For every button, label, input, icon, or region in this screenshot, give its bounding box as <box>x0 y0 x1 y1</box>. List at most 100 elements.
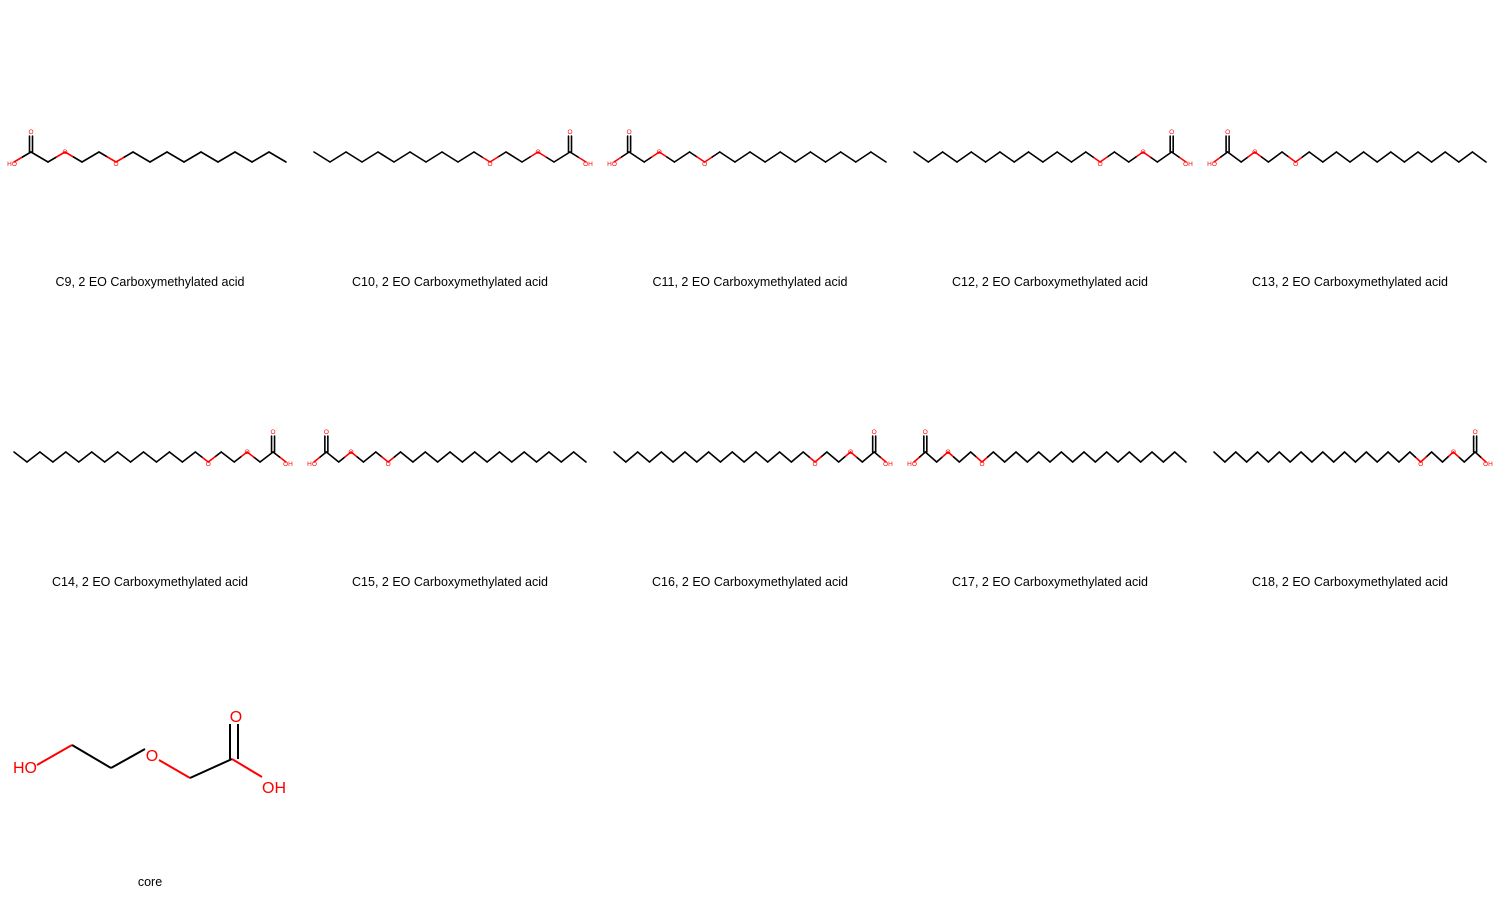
bond <box>648 451 663 463</box>
bond <box>1430 151 1446 163</box>
bond <box>1425 451 1433 458</box>
bond <box>548 451 563 463</box>
ether-oxygen-label: O <box>386 461 391 468</box>
bond <box>194 451 203 458</box>
bond <box>1256 451 1270 463</box>
ether-oxygen-label: O <box>146 748 158 765</box>
bond <box>814 456 822 463</box>
bond <box>731 451 745 463</box>
bond <box>350 451 359 458</box>
ether-oxygen-label: O <box>487 161 492 168</box>
bond <box>189 758 233 779</box>
bond <box>461 451 476 463</box>
molecule-cell-c12: O OH O O C12, 2 EO Carboxymethylated acid <box>900 0 1200 300</box>
bond <box>505 151 523 163</box>
bond <box>658 151 668 158</box>
bond <box>535 451 550 463</box>
bond <box>854 151 872 163</box>
molecule-label: C17, 2 EO Carboxymethylated acid <box>952 575 1148 589</box>
ether-oxygen-label: O <box>848 449 853 456</box>
bond <box>1060 451 1074 463</box>
bond <box>473 151 483 158</box>
molecule-label: C15, 2 EO Carboxymethylated acid <box>352 575 548 589</box>
bond <box>231 758 263 778</box>
bond <box>399 451 414 463</box>
ether-oxygen-label: O <box>945 449 950 456</box>
bond <box>870 151 887 163</box>
molecule-cell-c13: O HO O O C13, 2 EO Carboxymethylated acid <box>1200 0 1500 300</box>
bond <box>77 451 93 463</box>
bond <box>329 151 347 163</box>
bond <box>718 151 736 163</box>
structure-c16: O OH O O <box>613 429 893 468</box>
molecule-label: C18, 2 EO Carboxymethylated acid <box>1252 575 1448 589</box>
molecule-cell-c10: O OH O O C10, 2 EO Carboxymethylated acid <box>300 0 600 300</box>
molecule-label: core <box>137 875 163 889</box>
bond <box>1170 151 1180 158</box>
bond <box>924 451 938 463</box>
ether-oxygen-label: O <box>1418 461 1423 468</box>
bond <box>941 451 949 458</box>
bond <box>986 451 995 458</box>
bond <box>613 156 623 163</box>
bond <box>155 451 171 463</box>
bond <box>650 151 661 158</box>
bond <box>1135 151 1144 158</box>
bond <box>643 156 653 163</box>
bond <box>103 451 119 463</box>
acid-hydroxyl-label: OH <box>283 461 293 468</box>
bond <box>802 451 810 458</box>
molecule-cell-c17: O HO O O C17, 2 EO Carboxymethylated acid <box>900 300 1200 600</box>
bond <box>252 456 261 463</box>
bond <box>1127 156 1137 163</box>
bond <box>1056 151 1073 163</box>
bond <box>849 451 858 458</box>
bond <box>1105 451 1119 463</box>
bond <box>688 151 698 158</box>
bond <box>1387 451 1400 463</box>
bond <box>71 744 112 769</box>
bond <box>1084 151 1094 158</box>
molecule-cell-c18: O OH O O C18, 2 EO Carboxymethylated acid <box>1200 300 1500 600</box>
bond <box>486 451 501 463</box>
bond <box>1253 151 1263 158</box>
bond <box>1240 156 1249 163</box>
bond <box>935 456 944 463</box>
bond <box>36 744 73 766</box>
bond <box>123 151 134 158</box>
bond <box>21 151 32 158</box>
bond <box>98 151 109 158</box>
bond <box>1430 451 1444 463</box>
bond <box>129 451 145 463</box>
carbonyl-oxygen-label: O <box>1169 129 1174 136</box>
bond <box>1362 151 1378 163</box>
bond <box>660 451 674 463</box>
bond <box>672 451 686 463</box>
bond <box>457 151 475 163</box>
bond <box>361 151 379 163</box>
bond <box>1376 151 1392 163</box>
bond <box>200 151 219 163</box>
carbonyl-oxygen-label: O <box>28 129 33 136</box>
bond <box>820 451 828 458</box>
bond <box>158 759 191 779</box>
bond <box>824 151 842 163</box>
bond <box>572 451 587 463</box>
bond <box>1409 451 1417 458</box>
bond <box>969 451 978 458</box>
bond <box>1452 451 1460 458</box>
bond <box>545 156 555 163</box>
bond <box>707 451 722 463</box>
carbonyl-oxygen-label: O <box>1225 129 1230 136</box>
bond <box>393 451 402 458</box>
bond <box>666 156 676 163</box>
bond <box>577 156 587 163</box>
bond <box>1332 451 1346 463</box>
bond <box>1343 451 1357 463</box>
bond <box>1457 456 1466 463</box>
bond <box>268 151 287 163</box>
bond <box>855 456 864 463</box>
bond <box>861 451 875 463</box>
bond <box>409 151 427 163</box>
